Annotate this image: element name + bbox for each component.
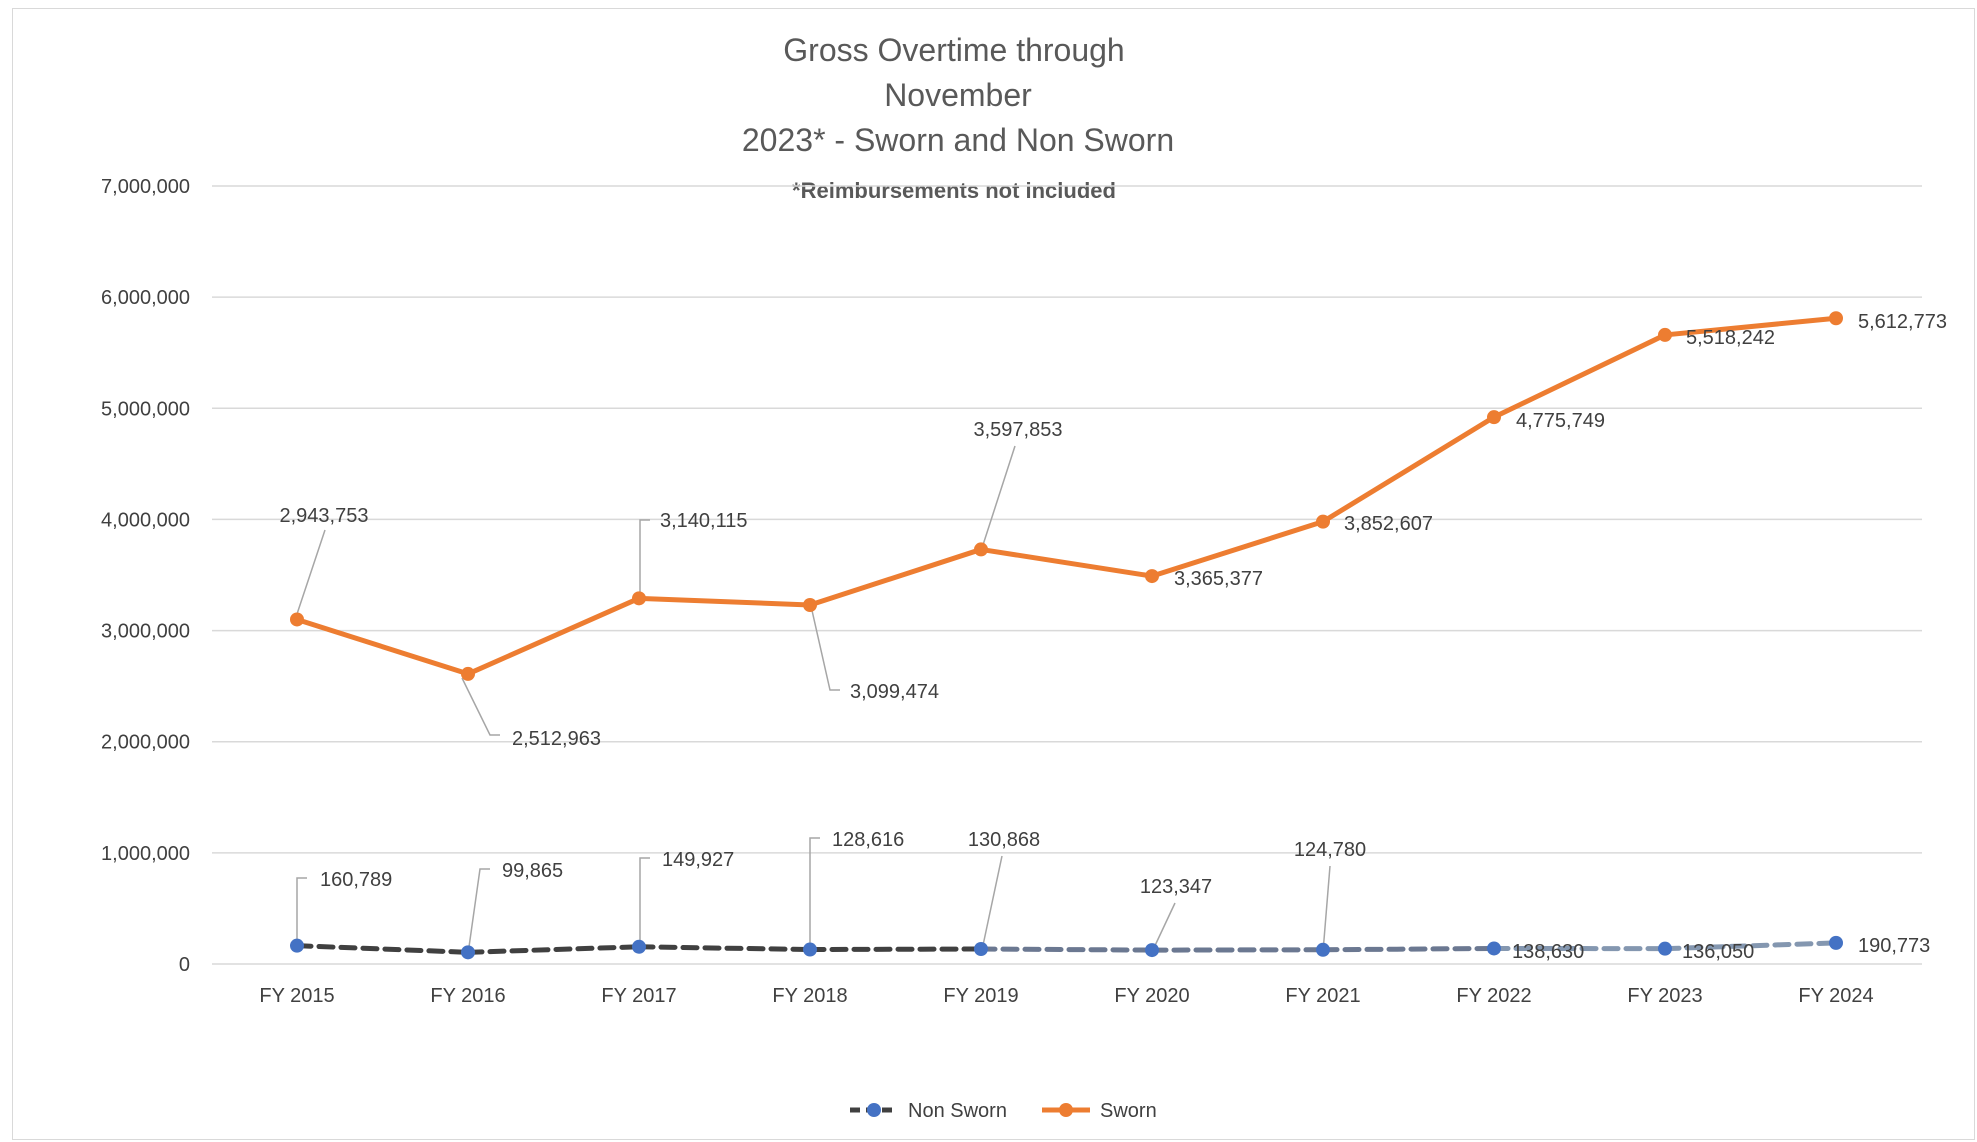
non-sworn-label-leader-1 xyxy=(467,868,490,955)
y-tick-label-7: 7,000,000 xyxy=(101,176,190,198)
data-labels: 2,943,753 2,512,963 3,140,115 3,099,474 3,59… xyxy=(280,311,1947,963)
sworn-data-label-1: 2,512,963 xyxy=(512,728,601,750)
sworn-point-6 xyxy=(1316,514,1330,529)
sworn-data-label-8: 5,518,242 xyxy=(1686,327,1775,349)
non-sworn-line-segment-3 xyxy=(807,946,984,953)
chart-title-line-1: Gross Overtime through xyxy=(783,32,1124,68)
non-sworn-data-label-5: 123,347 xyxy=(1140,876,1212,898)
non-sworn-point-1 xyxy=(461,945,475,960)
non-sworn-data-label-6: 124,780 xyxy=(1294,839,1366,861)
non-sworn-point-9 xyxy=(1829,935,1843,950)
non-sworn-data-label-1: 99,865 xyxy=(502,860,563,882)
legend-sworn-marker xyxy=(1059,1103,1073,1117)
non-sworn-line-segment-1 xyxy=(465,944,642,955)
non-sworn-point-4 xyxy=(974,941,988,956)
non-sworn-line-segment-4 xyxy=(978,946,1155,953)
sworn-data-label-5: 3,365,377 xyxy=(1174,568,1263,590)
label-leader-lines xyxy=(296,445,1331,955)
sworn-data-label-4: 3,597,853 xyxy=(974,419,1063,441)
chart-title: Gross Overtime through November 2023* - … xyxy=(742,32,1174,203)
sworn-data-label-9: 5,612,773 xyxy=(1858,311,1947,333)
chart-title-line-2: November xyxy=(884,77,1032,113)
non-sworn-data-label-2: 149,927 xyxy=(662,849,734,871)
non-sworn-data-label-3: 128,616 xyxy=(832,829,904,851)
chart-subtitle: *Reimbursements not included xyxy=(792,178,1116,203)
non-sworn-line-segment-6 xyxy=(1320,945,1497,953)
y-tick-label-5: 5,000,000 xyxy=(101,398,190,420)
non-sworn-label-leader-6 xyxy=(1322,865,1331,953)
y-tick-label-4: 4,000,000 xyxy=(101,509,190,531)
legend-sworn-label: Sworn xyxy=(1100,1100,1157,1122)
x-tick-label-7: FY 2022 xyxy=(1456,985,1531,1007)
sworn-point-4 xyxy=(974,542,988,557)
non-sworn-label-leader-2 xyxy=(639,857,650,946)
sworn-data-label-7: 4,775,749 xyxy=(1516,410,1605,432)
sworn-point-7 xyxy=(1487,410,1501,425)
non-sworn-point-8 xyxy=(1658,941,1672,956)
non-sworn-point-7 xyxy=(1487,941,1501,956)
sworn-point-2 xyxy=(632,591,646,606)
sworn-label-leader-1 xyxy=(461,677,500,736)
non-sworn-line-segment-8 xyxy=(1662,940,1839,952)
y-tick-label-6: 6,000,000 xyxy=(101,287,190,309)
legend-non-sworn-marker xyxy=(867,1103,881,1117)
non-sworn-data-label-0: 160,789 xyxy=(320,869,392,891)
non-sworn-data-label-8: 136,050 xyxy=(1682,941,1754,963)
x-tick-label-6: FY 2021 xyxy=(1285,985,1360,1007)
non-sworn-data-label-7: 138,630 xyxy=(1512,941,1584,963)
y-tick-label-1: 1,000,000 xyxy=(101,843,190,865)
non-sworn-point-5 xyxy=(1145,943,1159,958)
y-tick-label-3: 3,000,000 xyxy=(101,621,190,643)
y-tick-label-2: 2,000,000 xyxy=(101,732,190,754)
x-tick-label-0: FY 2015 xyxy=(259,985,334,1007)
x-tick-label-2: FY 2017 xyxy=(601,985,676,1007)
sworn-point-9 xyxy=(1829,311,1843,326)
x-tick-label-9: FY 2024 xyxy=(1798,985,1873,1007)
sworn-data-label-6: 3,852,607 xyxy=(1344,513,1433,535)
non-sworn-label-leader-3 xyxy=(809,837,820,950)
y-axis-ticks: 0 1,000,000 2,000,000 3,000,000 4,000,000 5,0… xyxy=(101,176,190,976)
x-tick-label-4: FY 2019 xyxy=(943,985,1018,1007)
non-sworn-point-6 xyxy=(1316,942,1330,957)
sworn-data-label-2: 3,140,115 xyxy=(660,510,748,532)
sworn-label-leader-0 xyxy=(296,529,326,615)
sworn-label-leader-3 xyxy=(810,605,840,691)
non-sworn-point-0 xyxy=(290,938,304,953)
series-group xyxy=(290,311,1843,960)
non-sworn-data-label-9: 190,773 xyxy=(1858,935,1930,957)
y-tick-label-0: 0 xyxy=(179,954,190,976)
sworn-point-1 xyxy=(461,666,475,681)
non-sworn-line-segment-0 xyxy=(294,943,471,955)
gridlines xyxy=(212,185,1922,965)
sworn-data-label-0: 2,943,753 xyxy=(280,505,369,527)
sworn-label-leader-2 xyxy=(639,519,650,597)
sworn-data-label-3: 3,099,474 xyxy=(850,681,939,703)
x-tick-label-8: FY 2023 xyxy=(1627,985,1702,1007)
x-tick-label-3: FY 2018 xyxy=(772,985,847,1007)
non-sworn-data-label-4: 130,868 xyxy=(968,829,1040,851)
sworn-point-8 xyxy=(1658,327,1672,342)
legend: Non Sworn Sworn xyxy=(850,1100,1157,1122)
non-sworn-point-2 xyxy=(632,939,646,954)
x-tick-label-1: FY 2016 xyxy=(430,985,505,1007)
non-sworn-label-leader-4 xyxy=(981,855,1003,951)
sworn-label-leader-4 xyxy=(981,445,1016,549)
non-sworn-line-segment-2 xyxy=(636,944,813,953)
non-sworn-label-leader-5 xyxy=(1151,902,1176,953)
chart-title-line-3: 2023* - Sworn and Non Sworn xyxy=(742,122,1174,158)
sworn-point-0 xyxy=(290,612,304,627)
sworn-point-3 xyxy=(803,598,817,613)
legend-non-sworn-label: Non Sworn xyxy=(908,1100,1007,1122)
non-sworn-point-3 xyxy=(803,942,817,957)
x-tick-label-5: FY 2020 xyxy=(1114,985,1189,1007)
sworn-point-5 xyxy=(1145,569,1159,584)
sworn-line xyxy=(296,315,1837,677)
non-sworn-label-leader-0 xyxy=(296,877,307,943)
x-axis-ticks: FY 2015 FY 2016 FY 2017 FY 2018 FY 2019 FY 20… xyxy=(259,985,1873,1007)
